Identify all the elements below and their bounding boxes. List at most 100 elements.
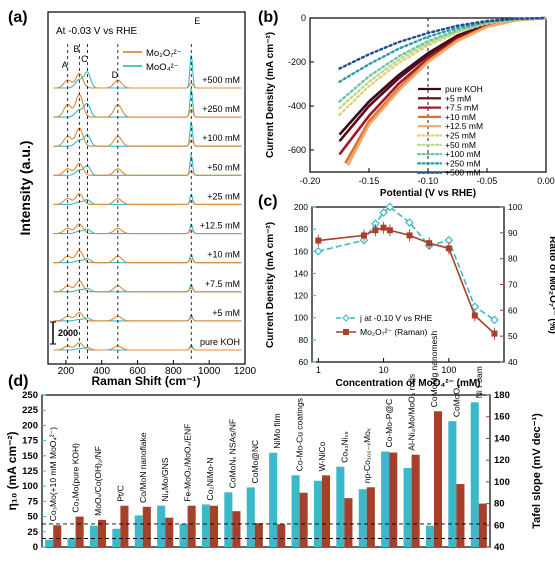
concentration-left-tick-label: 120	[294, 291, 308, 301]
raman-x-tick-label: 1000	[198, 366, 221, 377]
raman-y-axis-label: Intensity (a.u.)	[17, 141, 33, 236]
lsv-legend-label: +500 mM	[445, 168, 481, 178]
lsv-y-axis-label: Current Density (mA cm⁻²)	[265, 32, 276, 158]
benchmark-right-tick-label: 80	[494, 499, 505, 510]
panel-label-a: (a)	[8, 9, 28, 26]
tafel-bar	[75, 516, 84, 547]
lsv-ticks: -0.20 -0.15 -0.10 -0.05 0.00 0 -200 -400 -600	[288, 13, 555, 186]
concentration-right-tick-label: 70	[508, 280, 518, 290]
concentration-legend: j at -0.10 V vs RHE Mo₂O₇²⁻ (Raman)	[336, 313, 433, 337]
eta10-bar	[201, 504, 210, 547]
concentration-ticks: 1 10 100 60 80 100 120 140 160 180 200 40 50 60 70 80 90…	[294, 202, 523, 375]
eta10-bar	[224, 492, 233, 547]
raman-trace-label: +25 mM	[207, 191, 240, 201]
benchmark-bars	[45, 402, 487, 547]
tafel-bar	[411, 454, 420, 547]
tafel-bar	[165, 517, 174, 547]
benchmark-ticks: 0 25 50 75 100 125 150 175 200 225 250 40 60 80 100 120…	[22, 390, 510, 553]
benchmark-right-tick-label: 100	[494, 477, 510, 488]
benchmark-category-label: Co-Mo-P@C	[384, 399, 394, 448]
concentration-x-tick-label: 100	[441, 365, 456, 375]
ratio-line	[318, 226, 496, 335]
lsv-x-tick-label: -0.05	[477, 176, 498, 186]
tafel-bar	[344, 498, 353, 547]
concentration-left-tick-label: 200	[294, 202, 308, 212]
panel-label-b: (b)	[258, 9, 278, 26]
tafel-bar	[322, 475, 331, 547]
concentration-legend-label: Mo₂O₇²⁻ (Raman)	[360, 327, 428, 337]
panel-label-c: (c)	[258, 193, 278, 210]
benchmark-left-tick-label: 125	[22, 466, 39, 477]
raman-trace-mo2o7	[53, 127, 242, 147]
eta10-bar	[157, 505, 166, 547]
benchmark-category-label: W-NiCo	[317, 441, 327, 471]
tafel-bar	[142, 506, 151, 547]
tafel-bar	[98, 519, 107, 547]
raman-trace-mo2o7	[53, 162, 242, 176]
ratio-point	[372, 227, 379, 234]
concentration-left-tick-label: 80	[299, 335, 309, 345]
benchmark-category-label: Co-Mo-Cu coatings	[295, 398, 305, 471]
raman-peak-lines: ABC D E	[62, 16, 200, 362]
raman-x-ticks: 200 400 600 800 1000 1200	[58, 360, 257, 377]
lsv-x-tick-label: 0.00	[537, 176, 555, 186]
raman-x-tick-label: 1200	[234, 366, 257, 377]
raman-peak-letter: C	[81, 54, 88, 64]
eta10-bar	[67, 537, 76, 547]
raman-trace-label: +250 mM	[202, 104, 240, 114]
lsv-legend-label: +5 mM	[445, 93, 471, 103]
current-density-point	[385, 202, 395, 212]
lsv-legend-label: +25 mM	[445, 131, 476, 141]
lsv-curve	[346, 16, 547, 167]
tafel-bar	[210, 505, 219, 547]
concentration-x-axis-label: Concentration of MoO₄²⁻ (mM)	[335, 378, 480, 389]
tafel-bar	[254, 523, 263, 547]
lsv-legend: pure KOH+5 mM+7.5 mM+10 mM+12.5 mM+25 mM…	[416, 84, 483, 178]
benchmark-category-label: np-Co₁₀₀₋ₓMoₓ	[362, 428, 372, 483]
raman-scale-bar: 2000	[50, 321, 78, 345]
tafel-bar	[53, 525, 62, 547]
eta10-bar	[425, 525, 434, 547]
tafel-bar	[299, 492, 308, 547]
benchmark-category-labels: Co₃Mo(+10 mM MoO₄²⁻) Co₃Mo(pure KOH) MoOₓ/…	[48, 330, 484, 521]
legend-label-mo2o7: Mo₂O₇²⁻	[146, 48, 182, 59]
eta10-bar	[246, 487, 255, 547]
benchmark-left-tick-label: 225	[22, 405, 39, 416]
tafel-bar	[366, 487, 375, 547]
raman-x-tick-label: 800	[165, 366, 182, 377]
lsv-x-tick-label: -0.20	[300, 176, 321, 186]
raman-trace-label: pure KOH	[200, 337, 240, 347]
tafel-bar	[456, 484, 465, 547]
tafel-bar	[187, 505, 196, 547]
eta10-bar	[112, 528, 121, 547]
current-density-point	[490, 315, 499, 325]
lsv-curve	[338, 16, 548, 70]
raman-x-tick-label: 200	[58, 366, 75, 377]
raman-peak-letter: A	[62, 60, 68, 70]
benchmark-category-label: Pt/C	[115, 485, 125, 502]
raman-trace-mo2o7	[53, 249, 242, 264]
raman-plot-frame	[47, 11, 246, 365]
benchmark-category-label: Co₈₁Ni₁₉	[339, 431, 349, 463]
eta10-bar	[336, 466, 345, 547]
lsv-panel: -0.20 -0.15 -0.10 -0.05 0.00 0 -200 -400 -600 pu…	[265, 13, 555, 199]
raman-peak-letter: D	[112, 70, 119, 80]
benchmark-right-axis-label: Tafel slope (mV dec⁻¹)	[531, 413, 543, 529]
concentration-right-tick-label: 90	[508, 228, 518, 238]
lsv-legend-label: pure KOH	[445, 84, 483, 94]
raman-trace-mo2o7	[53, 342, 242, 351]
benchmark-category-label: Fe-MoO₂/MoO₃/ENF	[183, 424, 193, 502]
concentration-left-tick-label: 60	[299, 357, 309, 367]
benchmark-left-tick-label: 50	[27, 512, 38, 523]
ratio-point	[380, 224, 387, 231]
benchmark-reference-lines	[42, 523, 490, 539]
benchmark-category-label: Ni₄Mo/GNS	[160, 457, 170, 501]
concentration-left-tick-label: 140	[294, 268, 308, 278]
ratio-point	[386, 227, 393, 234]
concentration-left-axis-label: Current Density (mA cm⁻²)	[265, 222, 276, 348]
raman-trace-mo2o7	[53, 93, 242, 118]
raman-trace-label: +12.5 mM	[200, 221, 240, 231]
benchmark-right-tick-label: 40	[494, 542, 505, 553]
benchmark-category-label: Co₃Mo(pure KOH)	[71, 443, 81, 513]
benchmark-category-label: CoMo@NC	[250, 440, 260, 484]
